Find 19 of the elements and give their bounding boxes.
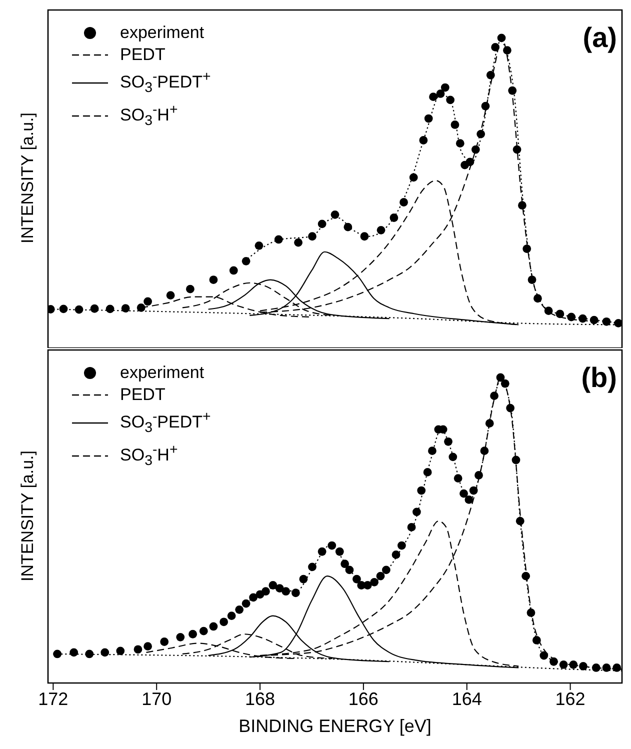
legend-label: SO$_{3}$$^{-}$PEDT$^{+}$ [120, 408, 211, 438]
x-tick-label: 170 [142, 688, 172, 709]
x-tick-label: 172 [38, 688, 68, 709]
y-axis-title: INTENSITY [a.u.] [18, 450, 38, 582]
x-tick-label: 162 [555, 688, 586, 709]
x-tick-label: 164 [452, 688, 482, 709]
annotation: (a) [582, 22, 617, 54]
x-tick-label: 166 [348, 688, 378, 709]
legend-label: PEDT [120, 384, 166, 406]
legend-label: PEDT [120, 44, 166, 66]
legend-label: SO$_{3}$$^{-}$H$^{+}$ [120, 441, 178, 472]
x-axis-title: BINDING ENERGY [eV] [238, 716, 432, 736]
legend-label: experiment [120, 362, 204, 384]
annotation: (b) [581, 362, 617, 394]
legend-label: experiment [120, 22, 204, 44]
legend-label: SO$_{3}$$^{-}$PEDT$^{+}$ [120, 68, 211, 98]
legend-label: SO$_{3}$$^{-}$H$^{+}$ [120, 101, 178, 132]
y-axis-title: INTENSITY [a.u.] [18, 112, 38, 244]
x-tick-label: 168 [244, 688, 276, 709]
